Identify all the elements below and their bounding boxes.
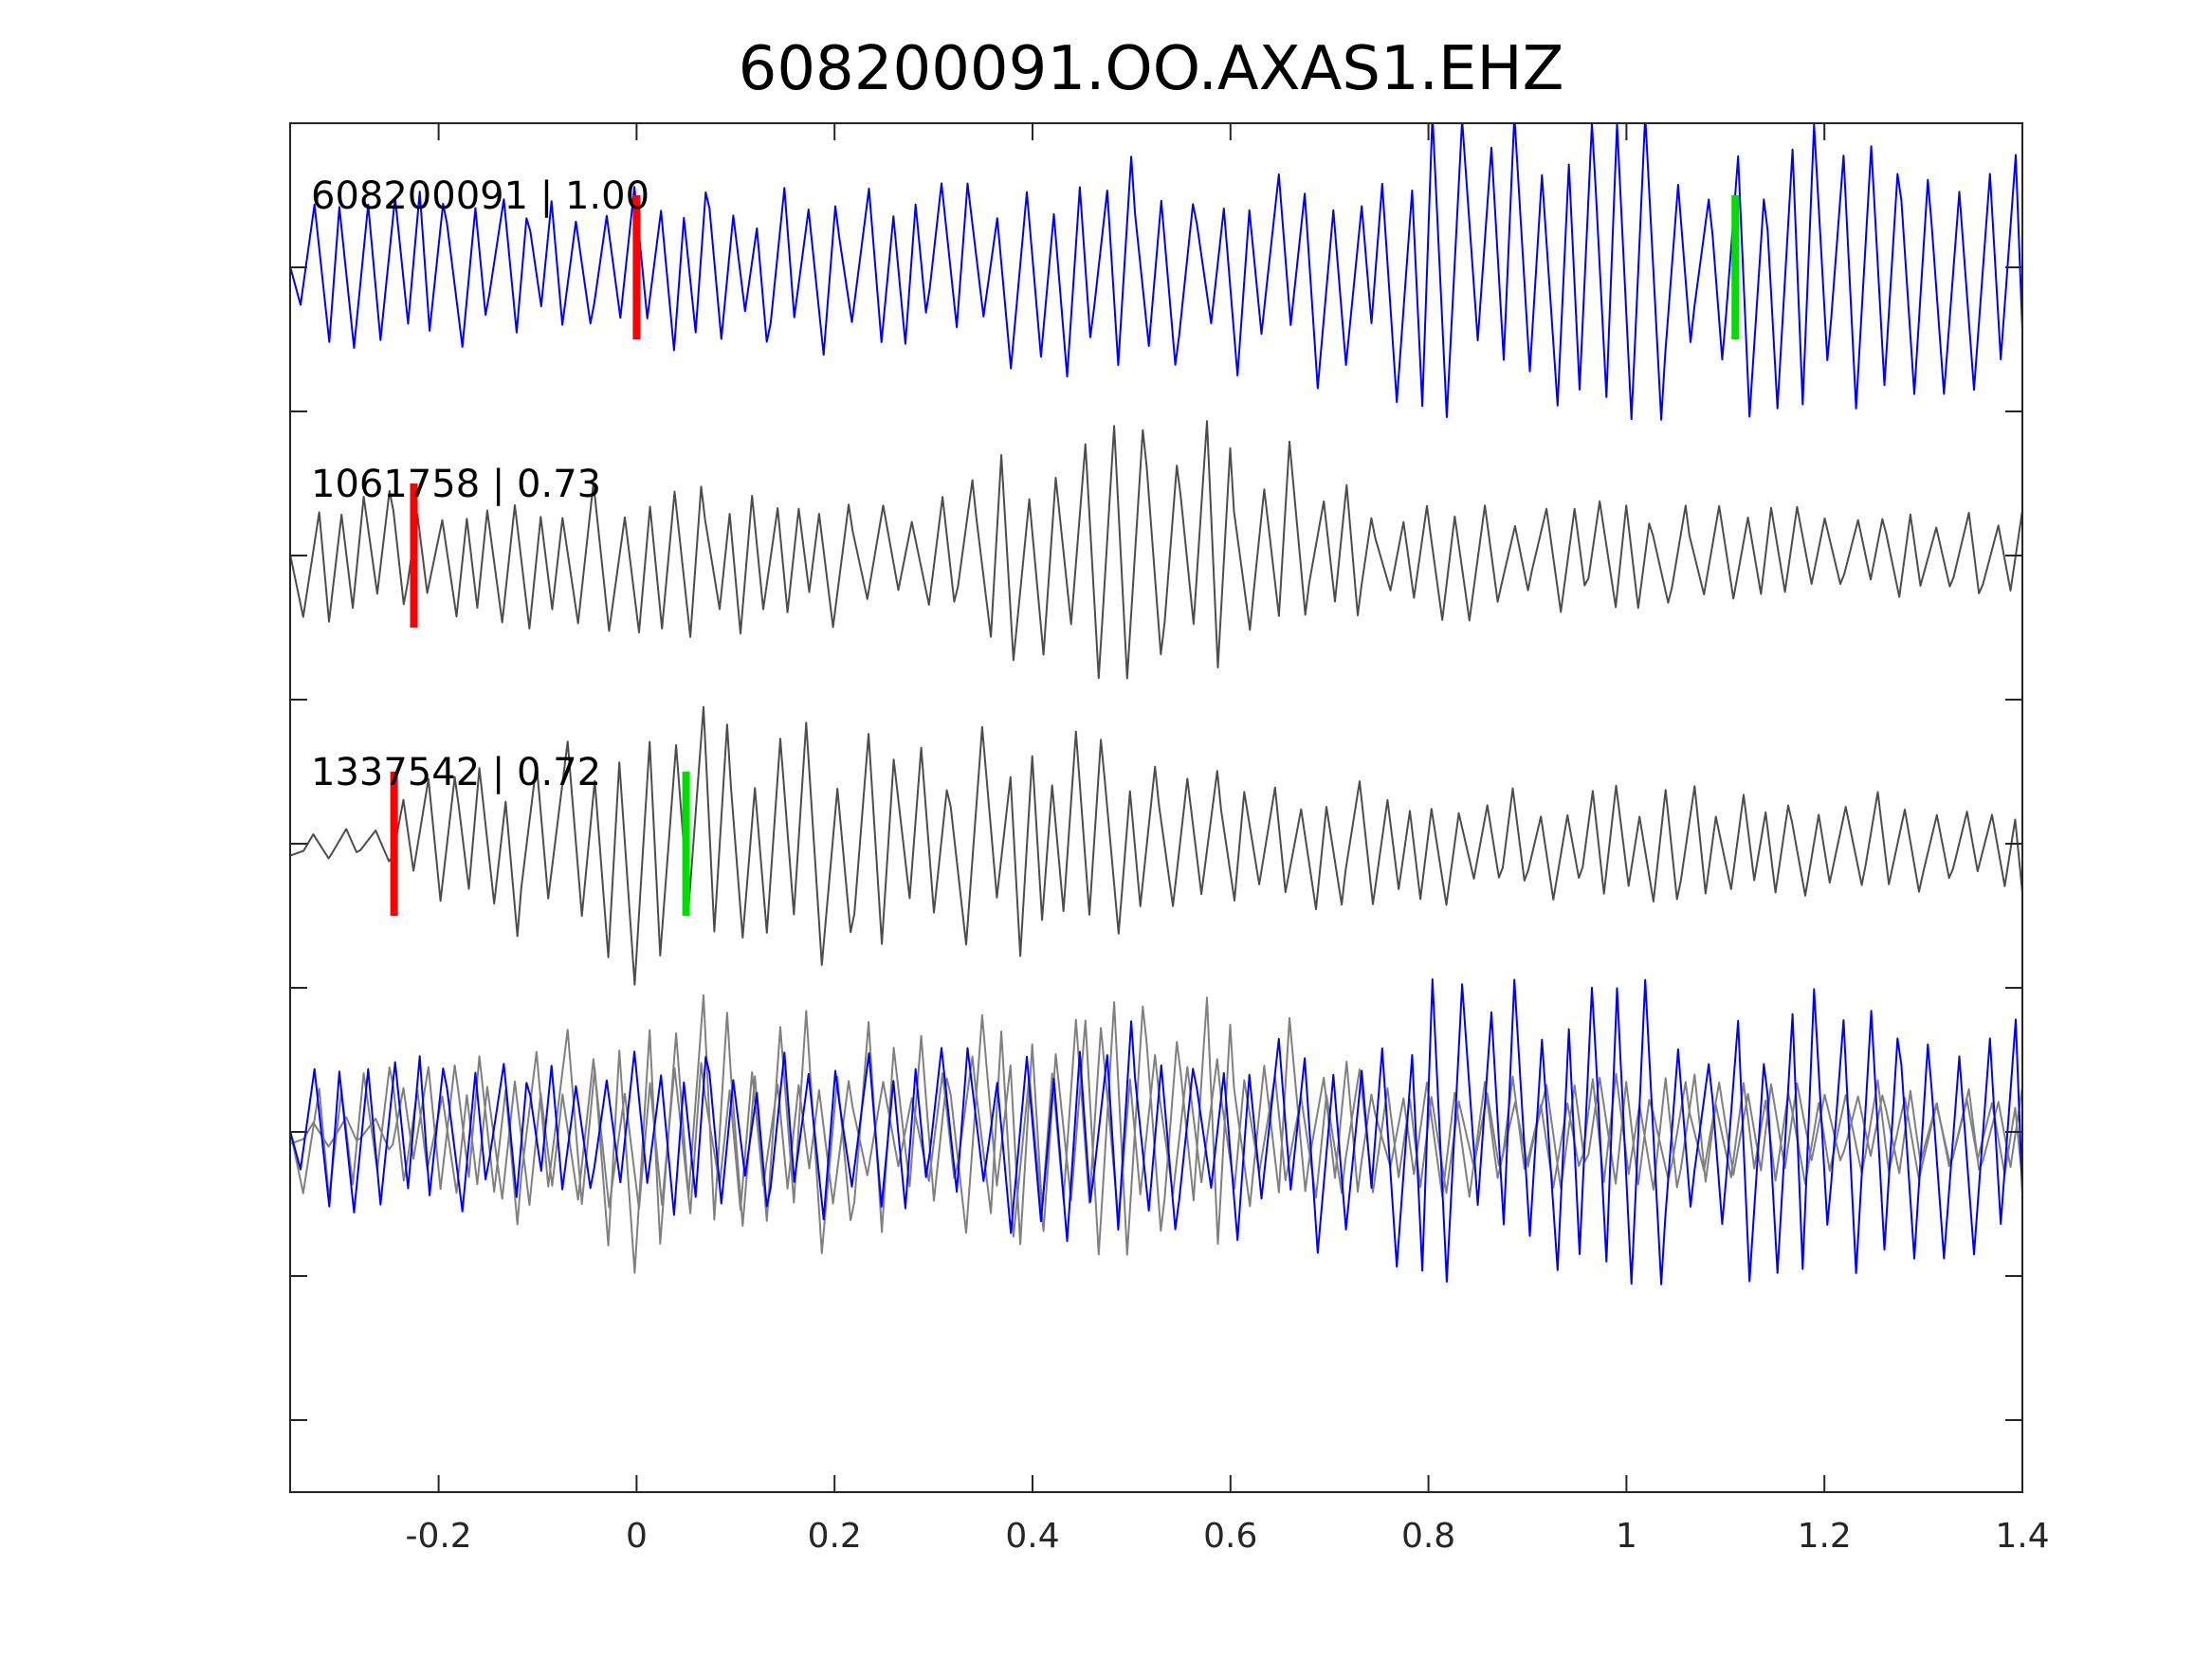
axes-frame	[289, 122, 2023, 1493]
overlay-trace-match-1	[290, 996, 2022, 1256]
x-tick-label: 1.4	[1995, 1517, 2049, 1556]
x-tick-label: 0.6	[1203, 1517, 1257, 1556]
traces-group	[290, 123, 2022, 1285]
chart-title: 608200091.OO.AXAS1.EHZ	[739, 34, 1564, 104]
trace-2	[290, 420, 2022, 680]
trace-label-2: 1061758 | 0.73	[311, 463, 601, 506]
trace-label-1: 608200091 | 1.00	[311, 174, 649, 218]
x-tick-label: 0	[626, 1517, 648, 1556]
trace-labels: 608200091 | 1.00 1061758 | 0.73 1337542 | …	[311, 174, 649, 794]
overlay-trace-template	[290, 978, 2022, 1285]
trace-3	[290, 705, 2022, 986]
x-tick-label: -0.2	[405, 1517, 471, 1556]
x-tick-label: 0.2	[808, 1517, 862, 1556]
x-tick-label: 0.4	[1005, 1517, 1059, 1556]
trace-label-3: 1337542 | 0.72	[311, 751, 601, 794]
x-tick-label: 1.2	[1798, 1517, 1852, 1556]
x-tick-label: 0.8	[1401, 1517, 1455, 1556]
trace-1	[290, 123, 2022, 421]
axis-ticks: -0.2 0 0.2 0.4 0.6 0.8 1 1.2 1.4	[290, 122, 2050, 1556]
x-tick-label: 1	[1616, 1517, 1637, 1556]
plot-area	[290, 123, 2022, 1285]
